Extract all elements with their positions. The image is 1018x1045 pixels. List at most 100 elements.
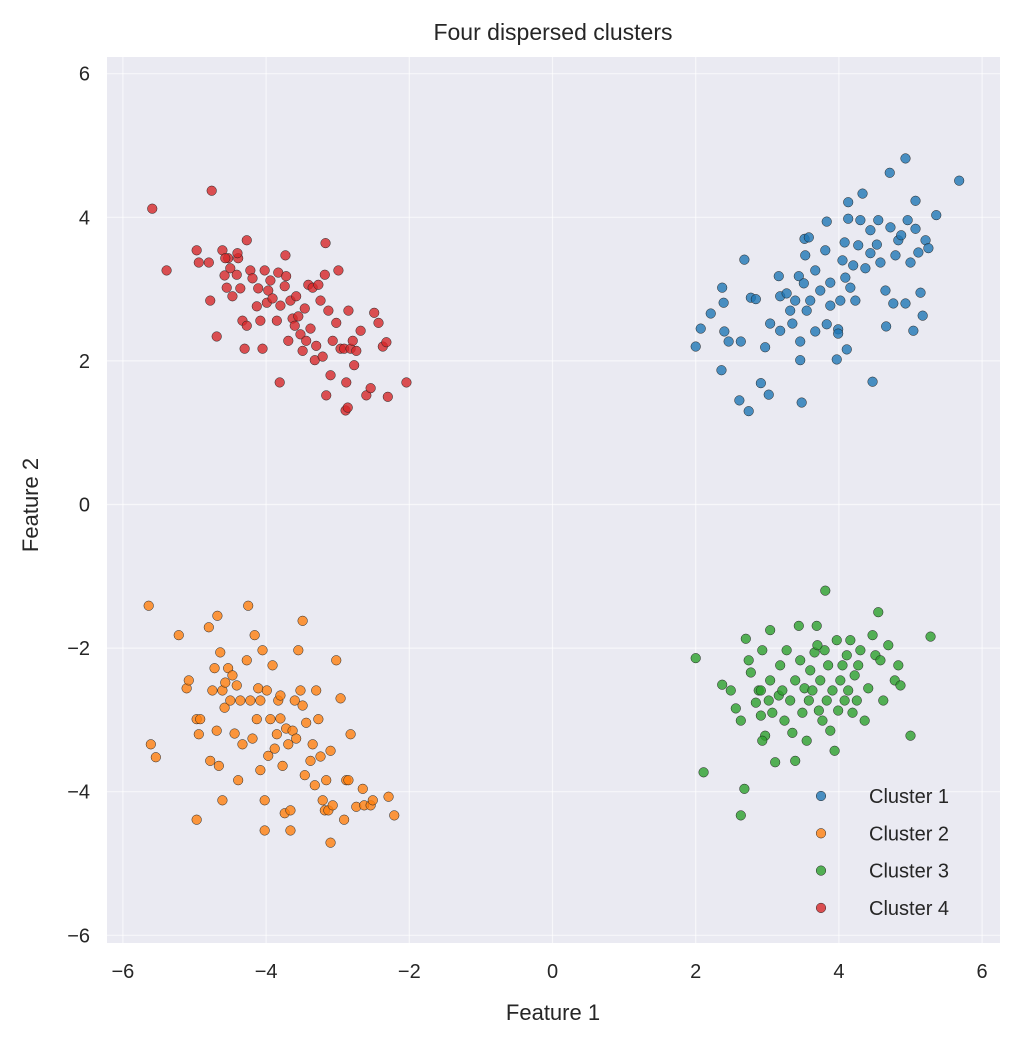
data-point (219, 702, 230, 713)
data-point (905, 257, 916, 268)
data-point (915, 287, 926, 298)
data-point (812, 640, 823, 651)
data-point (860, 263, 871, 274)
data-point (319, 269, 330, 280)
data-point (257, 343, 268, 354)
legend: Cluster 1 Cluster 2 Cluster 3 Cluster 4 (815, 786, 949, 920)
data-point (347, 335, 358, 346)
data-point (383, 791, 394, 802)
data-point (227, 670, 238, 681)
data-point (225, 263, 236, 274)
data-point (205, 755, 216, 766)
data-point (841, 650, 852, 661)
data-point (845, 635, 856, 646)
data-point (267, 660, 278, 671)
data-point (833, 328, 844, 339)
data-point (885, 222, 896, 233)
data-point (191, 814, 202, 825)
data-point (817, 715, 828, 726)
data-point (193, 257, 204, 268)
y-tick-label: 4 (79, 207, 90, 229)
data-point (283, 335, 294, 346)
data-point (750, 697, 761, 708)
data-point (735, 336, 746, 347)
data-point (211, 725, 222, 736)
data-point (221, 282, 232, 293)
data-point (241, 235, 252, 246)
plot-background (107, 57, 1000, 943)
data-point (739, 783, 750, 794)
data-point (401, 377, 412, 388)
data-point (801, 305, 812, 316)
data-point (259, 265, 270, 276)
data-point (734, 395, 745, 406)
data-point (289, 695, 300, 706)
x-axis-ticks: −6 −4 −2 0 2 4 6 (111, 961, 987, 983)
data-point (381, 337, 392, 348)
data-point (908, 325, 919, 336)
data-point (811, 620, 822, 631)
data-point (305, 323, 316, 334)
data-point (279, 281, 290, 292)
data-point (853, 660, 864, 671)
data-point (690, 653, 701, 664)
data-point (765, 625, 776, 636)
data-point (815, 285, 826, 296)
data-point (900, 153, 911, 164)
data-point (917, 310, 928, 321)
data-point (351, 345, 362, 356)
data-point (690, 341, 701, 352)
data-point (900, 298, 911, 309)
data-point (770, 757, 781, 768)
data-point (183, 675, 194, 686)
data-point (773, 271, 784, 282)
series-3 (690, 585, 936, 821)
data-point (257, 645, 268, 656)
data-point (291, 733, 302, 744)
data-point (843, 685, 854, 696)
data-point (255, 765, 266, 776)
data-point (275, 690, 286, 701)
data-point (883, 640, 894, 651)
data-point (871, 239, 882, 250)
data-point (823, 660, 834, 671)
data-point (781, 288, 792, 299)
data-point (851, 695, 862, 706)
data-point (890, 250, 901, 261)
data-point (796, 397, 807, 408)
data-point (839, 237, 850, 248)
data-point (232, 248, 243, 259)
x-tick-label: −6 (111, 961, 134, 983)
data-point (321, 390, 332, 401)
data-point (735, 715, 746, 726)
data-point (739, 254, 750, 265)
data-point (831, 635, 842, 646)
data-point (718, 297, 729, 308)
data-point (775, 325, 786, 336)
data-point (207, 685, 218, 696)
data-point (765, 675, 776, 686)
data-point (843, 213, 854, 224)
y-tick-label: 2 (79, 351, 90, 373)
data-point (267, 293, 278, 304)
data-point (317, 795, 328, 806)
data-point (850, 295, 861, 306)
legend-marker (815, 828, 827, 839)
data-point (954, 175, 965, 186)
data-point (215, 647, 226, 658)
data-point (299, 303, 310, 314)
data-point (219, 270, 230, 281)
data-point (275, 300, 286, 311)
data-point (345, 729, 356, 740)
data-point (315, 295, 326, 306)
data-point (217, 795, 228, 806)
x-tick-label: −4 (255, 961, 278, 983)
data-point (821, 319, 832, 330)
data-point (297, 700, 308, 711)
data-point (295, 329, 306, 340)
data-point (745, 667, 756, 678)
data-point (931, 210, 942, 221)
data-point (815, 675, 826, 686)
data-point (716, 365, 727, 376)
data-point (867, 630, 878, 641)
